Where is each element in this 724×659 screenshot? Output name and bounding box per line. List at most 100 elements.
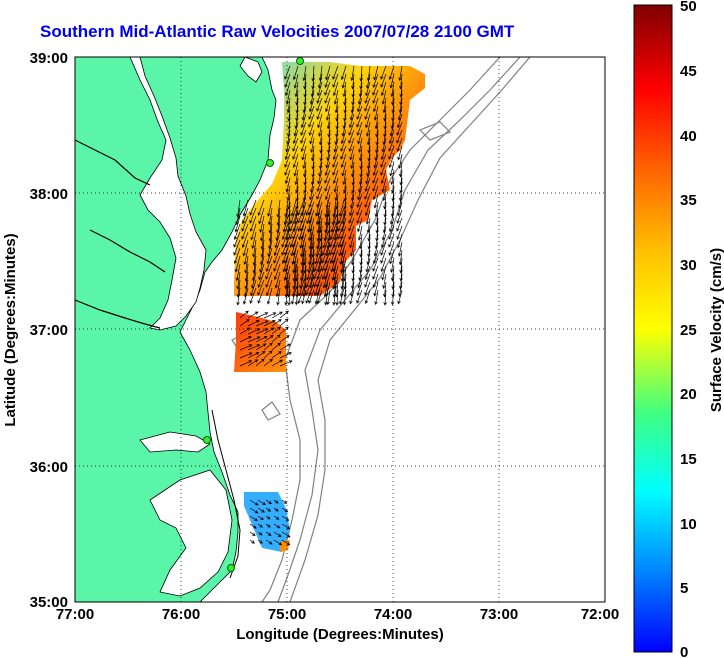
velocity-arrow — [314, 247, 321, 265]
velocity-arrow — [283, 263, 289, 282]
velocity-arrow — [281, 239, 289, 256]
velocity-arrow — [396, 121, 403, 136]
velocity-arrow — [342, 81, 347, 98]
velocity-arrow — [334, 97, 339, 114]
velocity-arrow — [380, 81, 387, 97]
velocity-arrow — [295, 273, 299, 290]
velocity-arrow — [279, 352, 292, 359]
velocity-arrow — [267, 207, 273, 226]
velocity-arrow — [364, 105, 371, 120]
velocity-arrow — [332, 153, 339, 168]
velocity-field-south-edge — [280, 540, 290, 552]
velocity-arrow — [348, 137, 355, 152]
velocity-arrow — [236, 287, 241, 306]
velocity-arrow — [388, 65, 395, 81]
velocity-arrow — [388, 225, 395, 240]
velocity-arrow — [372, 161, 379, 176]
colorbar-label: Surface Velocity (cm/s) — [708, 248, 724, 412]
velocity-arrow — [380, 65, 387, 80]
velocity-arrow — [233, 247, 241, 265]
velocity-arrow — [305, 279, 313, 296]
velocity-arrow — [342, 257, 347, 273]
velocity-arrow — [247, 320, 260, 327]
velocity-arrow — [294, 81, 299, 98]
velocity-arrow — [249, 207, 257, 224]
velocity-arrow — [389, 73, 395, 89]
velocity-arrow — [316, 185, 323, 200]
velocity-arrow — [349, 201, 355, 217]
velocity-arrow — [257, 499, 266, 506]
velocity-arrow — [358, 137, 363, 153]
colorbar-tick: 30 — [680, 257, 697, 274]
velocity-arrow — [364, 281, 371, 296]
radar-site — [296, 57, 304, 65]
velocity-arrow — [294, 169, 299, 186]
velocity-arrow — [257, 531, 263, 536]
velocity-arrow — [243, 247, 249, 266]
velocity-arrow — [327, 217, 331, 234]
velocity-arrow — [258, 207, 265, 225]
velocity-arrow — [356, 113, 363, 128]
velocity-arrow — [380, 161, 387, 176]
albemarle-sound — [139, 431, 211, 453]
velocity-arrow — [285, 89, 291, 105]
velocity-arrow — [273, 515, 280, 520]
velocity-arrow — [266, 279, 273, 297]
velocity-arrow — [306, 263, 313, 281]
velocity-arrow — [292, 153, 299, 169]
chesapeake-bay — [129, 57, 207, 331]
velocity-arrow — [271, 359, 283, 367]
radar-sites — [203, 57, 304, 572]
velocity-arrow — [343, 185, 347, 202]
velocity-vectors — [233, 65, 403, 546]
velocity-arrow — [257, 199, 265, 216]
velocity-arrow — [372, 89, 379, 104]
velocity-arrow — [275, 279, 281, 298]
velocity-arrow — [255, 312, 269, 319]
colorbar-tick: 25 — [680, 322, 697, 339]
velocity-arrow — [284, 65, 291, 80]
velocity-arrow — [351, 81, 355, 98]
velocity-arrow — [350, 273, 355, 290]
velocity-arrow — [391, 185, 395, 202]
velocity-arrow — [372, 265, 379, 280]
velocity-arrow — [265, 523, 271, 528]
velocity-arrow — [250, 223, 257, 241]
velocity-arrow — [356, 289, 363, 304]
velocity-arrow — [399, 169, 403, 186]
velocity-arrow — [356, 193, 363, 208]
velocity-arrow — [338, 207, 345, 225]
velocity-arrow — [266, 247, 273, 265]
velocity-arrow — [242, 199, 249, 217]
lat-tick: 35:00 — [30, 594, 68, 611]
velocity-arrow — [356, 121, 363, 136]
velocity-arrow — [305, 199, 313, 216]
velocity-arrow — [350, 241, 355, 257]
velocity-arrow — [300, 239, 305, 258]
velocity-arrow — [263, 350, 273, 359]
velocity-arrow — [289, 215, 297, 232]
velocity-arrow — [398, 153, 403, 169]
velocity-arrow — [330, 215, 337, 233]
velocity-arrow — [281, 531, 291, 538]
velocity-arrow — [257, 287, 265, 304]
velocity-arrow — [239, 344, 253, 351]
velocity-arrow — [300, 129, 307, 144]
velocity-arrow — [257, 271, 265, 288]
velocity-arrow — [350, 185, 355, 202]
velocity-arrow — [324, 177, 331, 192]
land-mass — [75, 57, 277, 602]
velocity-arrow — [300, 121, 307, 136]
velocity-arrow — [314, 287, 321, 305]
velocity-arrow — [255, 336, 268, 343]
velocity-arrow — [308, 289, 315, 304]
velocity-arrow — [281, 247, 289, 265]
lon-tick: 73:00 — [480, 606, 518, 623]
velocity-arrow — [292, 65, 299, 81]
velocity-arrow — [249, 199, 257, 216]
velocity-arrow — [263, 320, 276, 327]
velocity-arrow — [348, 217, 355, 232]
velocity-arrow — [249, 515, 258, 521]
velocity-arrow — [279, 335, 290, 343]
velocity-arrow — [290, 287, 297, 305]
